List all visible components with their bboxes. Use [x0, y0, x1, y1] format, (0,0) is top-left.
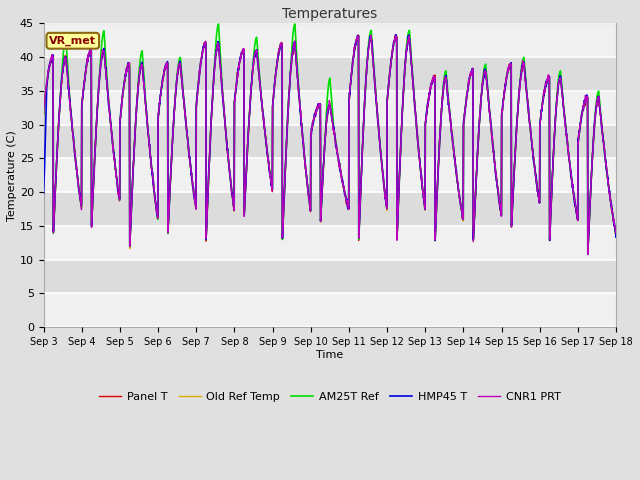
Old Ref Temp — [562, 124, 570, 130]
Old Ref Temp — [355, 32, 362, 38]
AM25T Ref — [578, 114, 586, 120]
Old Ref Temp — [612, 231, 620, 237]
Old Ref Temp — [199, 45, 207, 51]
Line: HMP45 T: HMP45 T — [44, 35, 616, 252]
Y-axis label: Temperature (C): Temperature (C) — [7, 130, 17, 221]
AM25T Ref — [40, 110, 47, 116]
HMP45 T — [346, 82, 354, 87]
AM25T Ref — [612, 231, 620, 237]
CNR1 PRT — [497, 206, 504, 212]
CNR1 PRT — [359, 137, 367, 143]
Text: VR_met: VR_met — [49, 36, 96, 46]
CNR1 PRT — [584, 252, 591, 257]
HMP45 T — [497, 207, 504, 213]
CNR1 PRT — [346, 81, 354, 87]
CNR1 PRT — [578, 114, 586, 120]
Bar — [44, 192, 616, 226]
Panel T — [346, 83, 354, 89]
AM25T Ref — [562, 123, 570, 129]
Bar — [44, 158, 616, 192]
CNR1 PRT — [367, 33, 375, 38]
Legend: Panel T, Old Ref Temp, AM25T Ref, HMP45 T, CNR1 PRT: Panel T, Old Ref Temp, AM25T Ref, HMP45 … — [95, 388, 565, 407]
Title: Temperatures: Temperatures — [282, 7, 378, 21]
CNR1 PRT — [612, 230, 620, 236]
HMP45 T — [392, 32, 399, 37]
Bar — [44, 226, 616, 260]
Line: CNR1 PRT: CNR1 PRT — [44, 36, 616, 254]
AM25T Ref — [214, 21, 222, 27]
Bar — [44, 24, 616, 57]
X-axis label: Time: Time — [316, 349, 344, 360]
Bar — [44, 57, 616, 91]
Old Ref Temp — [346, 82, 354, 87]
HMP45 T — [584, 250, 591, 255]
Old Ref Temp — [497, 204, 504, 209]
HMP45 T — [578, 113, 586, 119]
HMP45 T — [199, 48, 207, 53]
Line: AM25T Ref: AM25T Ref — [44, 24, 616, 253]
HMP45 T — [359, 141, 367, 146]
AM25T Ref — [497, 205, 504, 211]
HMP45 T — [562, 123, 570, 129]
Panel T — [40, 112, 47, 118]
Panel T — [612, 230, 620, 236]
Panel T — [199, 46, 207, 52]
Old Ref Temp — [359, 132, 367, 138]
Bar — [44, 91, 616, 125]
Panel T — [578, 113, 586, 119]
Panel T — [355, 32, 362, 38]
Line: Panel T: Panel T — [44, 35, 616, 252]
Panel T — [359, 134, 367, 140]
CNR1 PRT — [199, 48, 207, 54]
Old Ref Temp — [578, 114, 586, 120]
Panel T — [584, 249, 591, 255]
AM25T Ref — [359, 133, 367, 139]
HMP45 T — [40, 191, 47, 197]
Bar — [44, 293, 616, 327]
Line: Old Ref Temp: Old Ref Temp — [44, 35, 616, 252]
Old Ref Temp — [40, 112, 47, 118]
Old Ref Temp — [584, 250, 591, 255]
AM25T Ref — [584, 251, 591, 256]
AM25T Ref — [199, 46, 207, 52]
Panel T — [497, 208, 504, 214]
Panel T — [562, 121, 570, 127]
HMP45 T — [612, 234, 620, 240]
AM25T Ref — [347, 81, 355, 86]
Bar — [44, 260, 616, 293]
CNR1 PRT — [40, 110, 47, 116]
Bar — [44, 125, 616, 158]
CNR1 PRT — [562, 124, 570, 130]
